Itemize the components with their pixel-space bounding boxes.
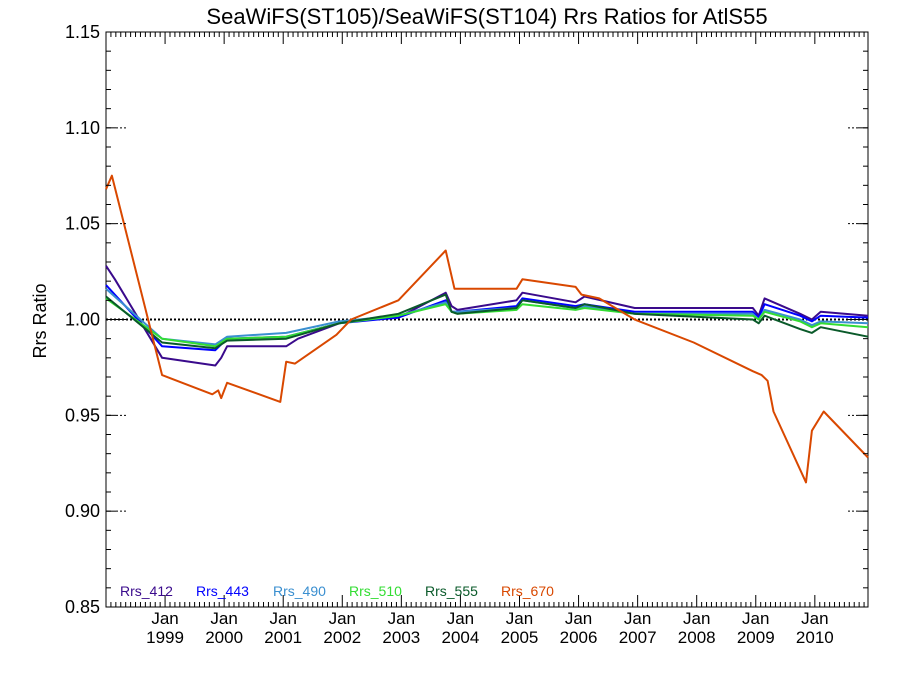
x-tick-label-year: 1999 <box>146 628 184 647</box>
chart-title: SeaWiFS(ST105)/SeaWiFS(ST104) Rrs Ratios… <box>206 4 767 29</box>
x-tick-label-month: Jan <box>269 609 296 628</box>
series-line-rrs-412 <box>105 265 869 367</box>
x-tick-label-month: Jan <box>565 609 592 628</box>
legend-item-rrs-412: Rrs_412 <box>120 583 173 599</box>
x-tick-label-year: 2000 <box>205 628 243 647</box>
series-group <box>105 174 869 484</box>
x-tick-label-month: Jan <box>151 609 178 628</box>
legend-item-rrs-443: Rrs_443 <box>196 583 249 599</box>
y-tick-label: 1.15 <box>65 22 100 42</box>
legend-item-rrs-670: Rrs_670 <box>501 583 554 599</box>
series-line-rrs-670 <box>105 174 869 484</box>
x-tick-label-year: 2010 <box>796 628 834 647</box>
x-tick-label-year: 2002 <box>323 628 361 647</box>
y-axis: 0.85 0.90 0.95 1.00 1.05 1.10 1.15 <box>65 22 868 617</box>
x-axis: Jan1999Jan2000Jan2001Jan2002Jan2003Jan20… <box>105 32 865 647</box>
x-tick-label-month: Jan <box>742 609 769 628</box>
series-line-rrs-555 <box>105 293 869 350</box>
x-tick-label-month: Jan <box>683 609 710 628</box>
x-tick-label-month: Jan <box>447 609 474 628</box>
x-tick-label-year: 2001 <box>264 628 302 647</box>
y-axis-label: Rrs Ratio <box>30 283 50 358</box>
x-tick-label-year: 2004 <box>442 628 480 647</box>
x-tick-label-year: 2005 <box>501 628 539 647</box>
legend-item-rrs-490: Rrs_490 <box>273 583 326 599</box>
y-tick-label: 0.90 <box>65 501 100 521</box>
y-tick-label: 1.00 <box>65 310 100 330</box>
series-line-rrs-510 <box>105 297 869 348</box>
x-tick-label-year: 2006 <box>560 628 598 647</box>
y-tick-label: 1.05 <box>65 214 100 234</box>
x-tick-label-month: Jan <box>506 609 533 628</box>
legend: Rrs_412 Rrs_443 Rrs_490 Rrs_510 Rrs_555 Rrs_6… <box>120 583 554 599</box>
x-tick-label-month: Jan <box>624 609 651 628</box>
y-tick-label: 0.95 <box>65 405 100 425</box>
x-tick-label-year: 2007 <box>619 628 657 647</box>
legend-item-rrs-555: Rrs_555 <box>425 583 478 599</box>
x-tick-label-month: Jan <box>801 609 828 628</box>
plot-area: 0.850.900.951.001.051.101.15 Jan1999Jan2… <box>65 22 869 647</box>
x-tick-label-month: Jan <box>329 609 356 628</box>
legend-item-rrs-510: Rrs_510 <box>349 583 402 599</box>
y-tick-label: 1.10 <box>65 118 100 138</box>
x-tick-label-month: Jan <box>388 609 415 628</box>
x-tick-label-year: 2008 <box>678 628 716 647</box>
x-tick-label-year: 2003 <box>382 628 420 647</box>
y-tick-label: 0.85 <box>65 597 100 617</box>
x-tick-label-year: 2009 <box>737 628 775 647</box>
x-tick-label-month: Jan <box>210 609 237 628</box>
